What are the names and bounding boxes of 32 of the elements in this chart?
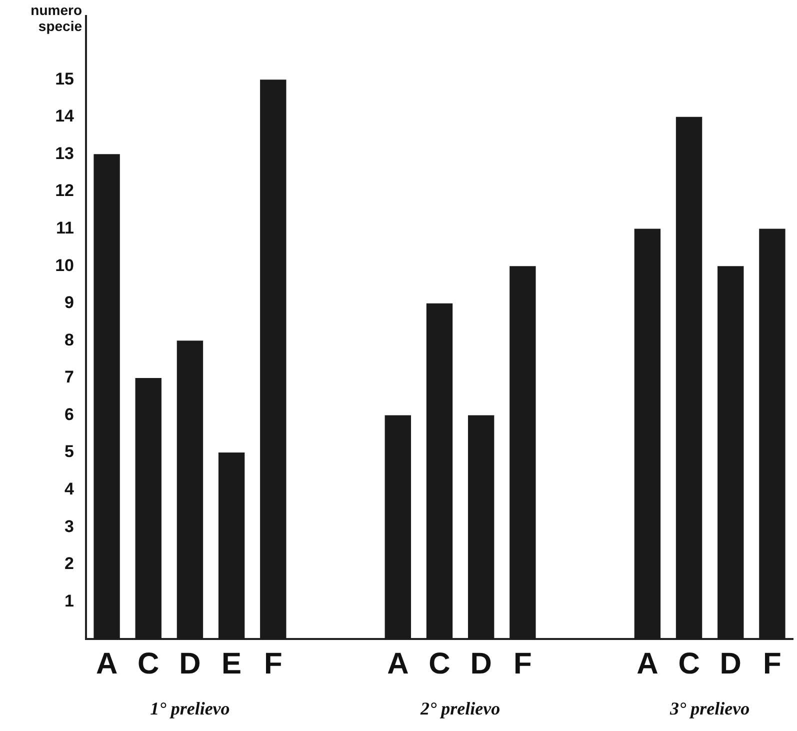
x-tick-label: A	[387, 647, 409, 680]
x-tick-label: A	[96, 647, 118, 680]
x-tick-label: E	[222, 647, 242, 680]
y-tick-label: 11	[56, 218, 74, 238]
y-tick-label: 13	[55, 144, 74, 163]
y-tick-label: 10	[55, 256, 74, 275]
y-tick-label: 1	[64, 591, 74, 610]
x-tick-label: F	[763, 647, 782, 680]
x-tick-label: F	[514, 647, 532, 680]
text: 3° prelievo	[668, 698, 750, 719]
y-tick-label: 7	[64, 368, 74, 387]
x-tick-label: D	[470, 647, 492, 680]
y-tick-label: 15	[55, 69, 74, 88]
x-tick-label: C	[428, 647, 450, 680]
y-tick-label: 6	[64, 404, 74, 424]
y-tick-label: 3	[64, 516, 74, 536]
y-tick-label: 9	[64, 293, 74, 312]
x-tick-label: C	[678, 647, 700, 680]
y-axis-title: numero specie	[30, 2, 82, 34]
y-tick-label: 4	[64, 480, 75, 499]
x-tick-label: D	[720, 647, 742, 680]
x-tick-label: C	[138, 647, 160, 680]
x-tick-label: F	[264, 647, 282, 680]
y-tick-label: 12	[55, 181, 74, 200]
x-tick-label: D	[179, 647, 201, 680]
y-tick-label: 14	[55, 106, 75, 126]
y-tick-label: 5	[64, 442, 74, 462]
text: 2° prelievo	[419, 698, 500, 719]
y-tick-label: 8	[64, 330, 74, 350]
x-tick-label: A	[636, 647, 658, 680]
text: 1° prelievo	[150, 698, 230, 719]
y-tick-label: 2	[64, 554, 74, 574]
